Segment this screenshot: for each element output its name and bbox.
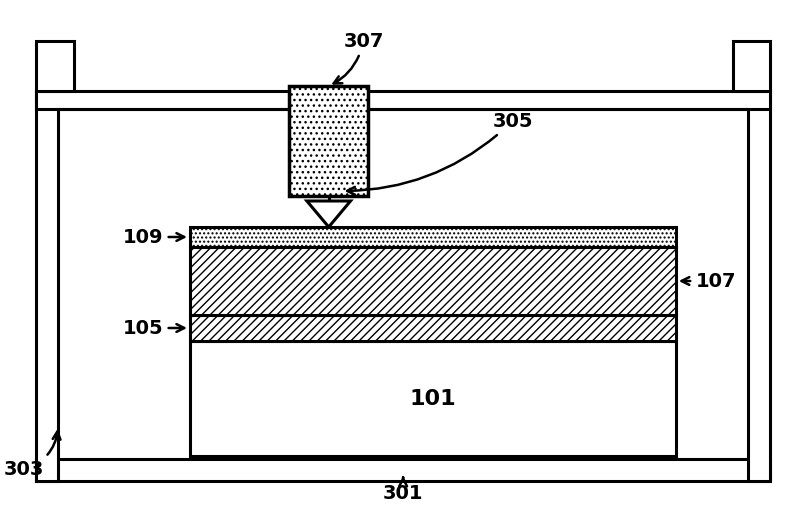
Text: 301: 301 [383,477,423,502]
Text: 305: 305 [347,111,533,195]
Text: 307: 307 [334,32,384,83]
Bar [749,91,770,481]
Bar [190,227,676,247]
Bar [190,247,676,315]
Polygon shape [307,201,350,227]
Bar [36,91,58,481]
Bar [733,41,770,91]
Bar [190,315,676,341]
Text: 109: 109 [122,227,184,246]
Bar [36,459,770,481]
Text: 101: 101 [410,389,456,409]
Bar [36,41,74,91]
Text: 105: 105 [122,318,184,337]
Bar [190,341,676,456]
Bar [289,86,368,196]
Bar [36,91,770,109]
Text: 107: 107 [682,271,736,290]
Text: 303: 303 [4,432,61,478]
